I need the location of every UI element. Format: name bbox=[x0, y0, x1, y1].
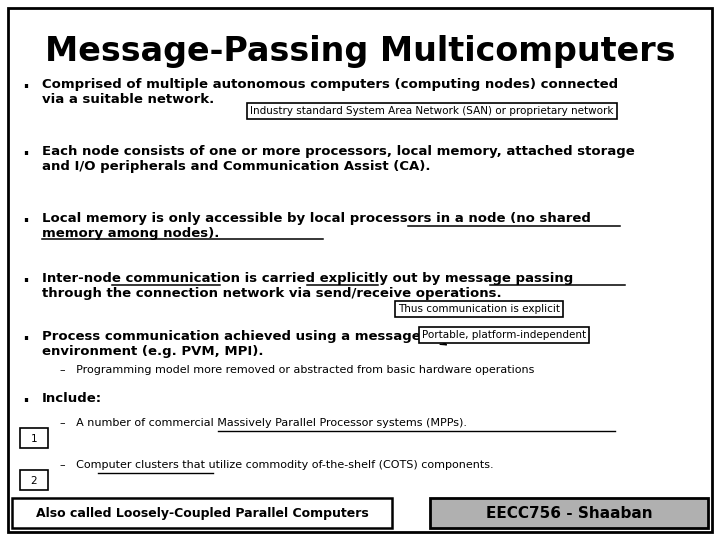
Text: Industry standard System Area Network (SAN) or proprietary network: Industry standard System Area Network (S… bbox=[250, 106, 613, 116]
Text: EECC756 - Shaaban: EECC756 - Shaaban bbox=[486, 505, 652, 521]
Text: Comprised of multiple autonomous computers (computing nodes) connected
via a sui: Comprised of multiple autonomous compute… bbox=[42, 78, 618, 106]
Text: 1: 1 bbox=[31, 434, 37, 444]
Text: Local memory is only accessible by local processors in a node (no shared
memory : Local memory is only accessible by local… bbox=[42, 212, 591, 240]
Bar bbox=[430, 498, 708, 528]
Text: Include:: Include: bbox=[42, 392, 102, 405]
Text: ·: · bbox=[22, 212, 29, 231]
Text: ·: · bbox=[22, 78, 29, 97]
Text: Each node consists of one or more processors, local memory, attached storage
and: Each node consists of one or more proces… bbox=[42, 145, 635, 173]
Text: Message-Passing Multicomputers: Message-Passing Multicomputers bbox=[45, 35, 675, 68]
Bar bbox=[12, 498, 392, 528]
Text: –   A number of commercial Massively Parallel Processor systems (MPPs).: – A number of commercial Massively Paral… bbox=[60, 418, 467, 428]
Text: ·: · bbox=[22, 145, 29, 164]
Text: Thus communication is explicit: Thus communication is explicit bbox=[398, 304, 560, 314]
Text: ·: · bbox=[22, 330, 29, 349]
Text: ·: · bbox=[22, 392, 29, 411]
Text: Inter-node communication is carried explicitly out by message passing
through th: Inter-node communication is carried expl… bbox=[42, 272, 573, 300]
Text: ·: · bbox=[22, 272, 29, 291]
Bar bbox=[20, 470, 48, 490]
Text: 2: 2 bbox=[31, 476, 37, 486]
Text: –   Programming model more removed or abstracted from basic hardware operations: – Programming model more removed or abst… bbox=[60, 365, 534, 375]
Bar bbox=[20, 428, 48, 448]
Text: Also called Loosely-Coupled Parallel Computers: Also called Loosely-Coupled Parallel Com… bbox=[35, 507, 369, 519]
Text: –   Computer clusters that utilize commodity of-the-shelf (COTS) components.: – Computer clusters that utilize commodi… bbox=[60, 460, 494, 470]
Text: Portable, platform-independent: Portable, platform-independent bbox=[422, 330, 586, 340]
Text: Process communication achieved using a message-passing programming
environment (: Process communication achieved using a m… bbox=[42, 330, 590, 358]
